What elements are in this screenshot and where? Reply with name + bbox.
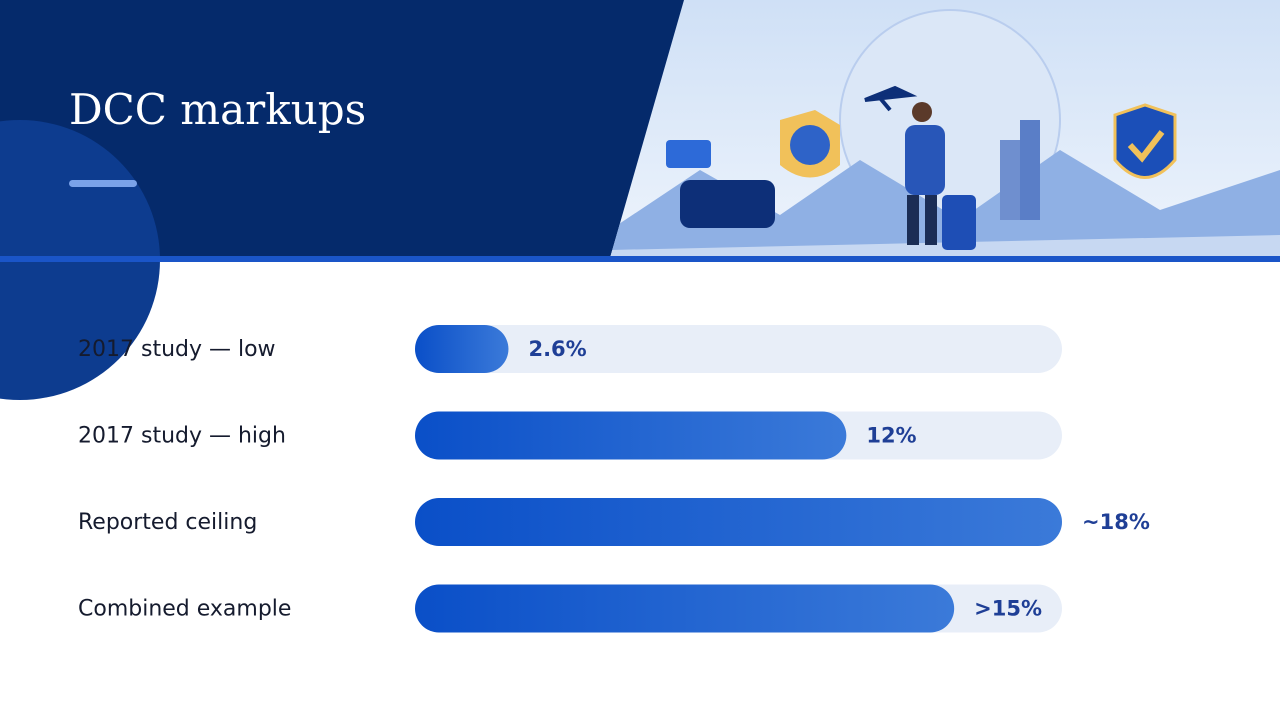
value-label: >15% xyxy=(974,597,1042,621)
bar xyxy=(415,498,1062,546)
value-label: 12% xyxy=(866,424,916,448)
category-label: Combined example xyxy=(78,597,291,622)
bar-track xyxy=(415,325,1062,373)
category-label: 2017 study — high xyxy=(78,424,286,449)
header-rule xyxy=(0,256,1280,262)
value-label: ~18% xyxy=(1082,510,1150,534)
bar xyxy=(415,411,847,460)
category-label: Reported ceiling xyxy=(78,510,257,535)
category-label: 2017 study — low xyxy=(78,337,276,362)
header-illustration xyxy=(610,0,1280,258)
value-label: 2.6% xyxy=(528,337,586,361)
chart-title: DCC markups xyxy=(69,85,366,134)
bar xyxy=(415,325,509,373)
bar xyxy=(415,584,955,633)
title-accent xyxy=(69,180,137,187)
